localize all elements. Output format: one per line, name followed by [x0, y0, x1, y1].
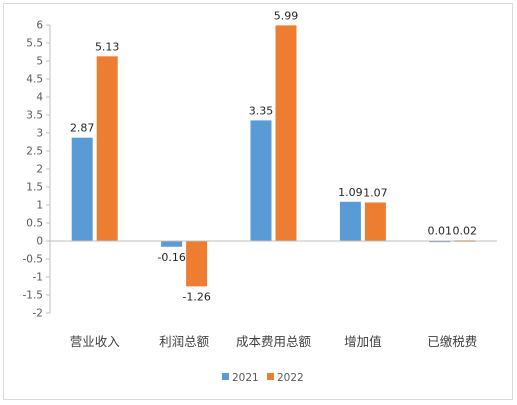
x-axis: 营业收入 利润总额 成本费用总额 增加值 已缴税费 [50, 240, 497, 349]
bar-2022-2 [275, 25, 297, 241]
y-tick-label: 2.5 [26, 146, 43, 158]
legend-label: 2021 [232, 372, 259, 384]
y-tick-label: -2 [33, 308, 43, 320]
data-label: -1.26 [182, 290, 210, 303]
bar-2022-3 [364, 202, 386, 241]
bar-2022-0 [96, 56, 118, 241]
bars: 2.87 -0.16 3.35 1.09 0.01 5.13 -1.26 5.99 1.07 0.… [70, 9, 477, 303]
data-label: 1.09 [338, 186, 363, 199]
data-label: 0.01 [428, 225, 453, 238]
y-tick-label: 6 [36, 20, 43, 32]
legend-label: 2022 [277, 372, 304, 384]
category-label: 增加值 [344, 334, 382, 349]
bar-2021-2 [250, 120, 272, 241]
y-tick-label: 3 [36, 128, 43, 140]
data-label: 3.35 [249, 104, 274, 117]
y-tick-label: 3.5 [26, 110, 43, 122]
data-label: -0.16 [157, 251, 185, 264]
category-label: 已缴税费 [427, 334, 477, 349]
y-tick-label: 5 [36, 56, 43, 68]
y-tick-label: -0.5 [23, 254, 44, 266]
y-axis: 6 5.5 5 4.5 4 3.5 3 2.5 2 1.5 1 0.5 0 -0.5 -1 -1.5 -2 [23, 20, 51, 320]
legend-swatch-2021 [222, 373, 229, 380]
data-label: 1.07 [363, 186, 388, 199]
data-label: 0.02 [453, 224, 478, 237]
category-label: 营业收入 [70, 334, 121, 349]
y-tick-label: 1.5 [26, 182, 43, 194]
y-tick-label: -1 [33, 272, 43, 284]
data-label: 5.13 [95, 40, 120, 53]
y-tick-label: 2 [36, 164, 43, 176]
bar-2021-3 [339, 201, 361, 241]
data-label: 5.99 [274, 9, 299, 22]
y-tick-label: 5.5 [26, 38, 43, 50]
legend: 2021 2022 [222, 372, 304, 384]
category-label: 利润总额 [159, 334, 210, 349]
bar-2021-1 [161, 241, 183, 247]
y-tick-label: 0.5 [26, 218, 43, 230]
data-label: 2.87 [70, 122, 95, 135]
y-tick-label: -1.5 [23, 290, 44, 302]
legend-swatch-2022 [267, 373, 274, 380]
y-tick-label: 0 [36, 236, 43, 248]
y-tick-label: 4 [36, 92, 43, 104]
y-tick-label: 1 [36, 200, 43, 212]
category-label: 成本费用总额 [236, 334, 312, 349]
bar-2021-0 [71, 137, 93, 241]
y-tick-label: 4.5 [26, 74, 43, 86]
bar-2022-1 [186, 241, 208, 287]
